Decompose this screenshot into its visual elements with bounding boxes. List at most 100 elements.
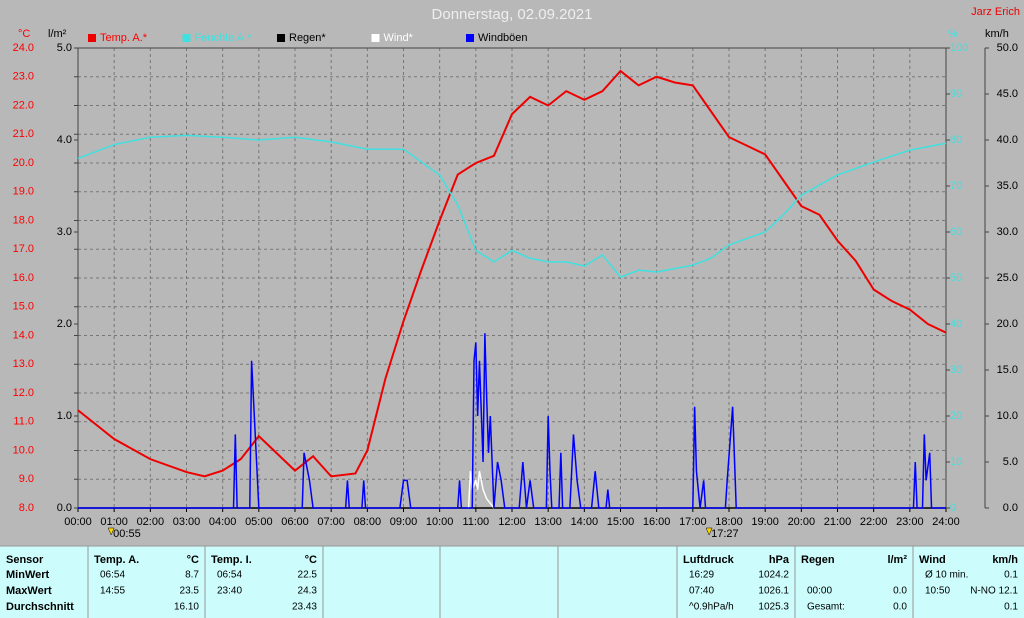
series-line [78,333,946,509]
stats-cell: 1025.3 [758,602,789,613]
y-tick-label: 13.0 [13,358,34,370]
y-tick-label: 17.0 [13,243,34,255]
x-tick-label: 23:00 [896,516,924,528]
stats-title: Temp. A. [94,554,139,566]
annotation-label: 00:55 [113,528,141,540]
author: Jarz Erich [971,6,1020,18]
stats-separators [0,545,1024,618]
y-tick-label: 50.0 [997,42,1018,54]
x-tick-label: 19:00 [751,516,779,528]
y-tick-label: 24.0 [13,42,34,54]
y-tick-label: 15.0 [997,364,1018,376]
series-line [77,134,947,278]
x-tick-label: 16:00 [643,516,671,528]
y-tick-label: 14.0 [13,329,34,341]
x-tick-label: 05:00 [245,516,273,528]
x-tick-label: 08:00 [354,516,382,528]
stats-cell: 23.43 [292,602,317,613]
stats-cell: Ø 10 min. [925,570,968,581]
x-tick-label: 13:00 [534,516,562,528]
y-tick-label: 100 [950,42,968,54]
legend-label: Temp. A.* [100,32,148,44]
y-tick-label: 40.0 [997,134,1018,146]
x-tick-label: 00:00 [64,516,92,528]
x-tick-label: 24:00 [932,516,960,528]
y-tick-label: 2.0 [57,318,72,330]
stats-cell: 06:54 [100,570,125,581]
y-tick-label: 20 [950,410,962,422]
stats-cell: 16.10 [174,602,199,613]
y-tick-label: 0 [950,502,956,514]
axis-label: °C [18,28,30,40]
y-tick-label: 35.0 [997,180,1018,192]
stats-cell: 22.5 [298,570,318,581]
y-tick-label: 9.0 [19,473,34,485]
stats-title: Temp. I. [211,554,252,566]
stats-cell: 1026.1 [758,586,789,597]
legend-swatch [371,34,380,42]
stats-cell: 0.1 [1004,602,1018,613]
legend-swatch [466,34,474,42]
stats-cell: Durchschnitt [6,601,74,613]
y-tick-label: 45.0 [997,88,1018,100]
stats-cell: 0.0 [893,586,907,597]
stats-cell: 06:54 [217,570,242,581]
x-tick-label: 01:00 [100,516,128,528]
stats-unit: km/h [992,554,1018,566]
axis-label: km/h [985,28,1009,40]
stats-unit: °C [305,554,317,566]
y-tick-label: 5.0 [1003,456,1018,468]
x-tick-label: 12:00 [498,516,526,528]
stats-title: Luftdruck [683,554,735,566]
series-line [467,471,495,509]
legend-swatch [277,34,285,42]
y-tick-label: 8.0 [19,502,34,514]
y-tick-label: 30.0 [997,226,1018,238]
y-tick-label: 90 [950,88,962,100]
stats-cell: ^0.9hPa/h [689,602,734,613]
marker-icon [107,527,115,536]
stats-cell: MinWert [6,569,50,581]
stats-unit: l/m² [887,554,907,566]
y-tick-label: 1.0 [57,410,72,422]
x-tick-label: 02:00 [137,516,165,528]
x-tick-label: 07:00 [317,516,345,528]
y-tick-label: 30 [950,364,962,376]
x-tick-label: 18:00 [715,516,743,528]
stats-cell: 24.3 [298,586,318,597]
stats-cell: 00:00 [807,586,832,597]
x-tick-label: 20:00 [788,516,816,528]
y-tick-label: 12.0 [13,387,34,399]
stats-title: Wind [919,554,946,566]
axis-label: l/m² [48,28,67,40]
y-tick-label: 10.0 [997,410,1018,422]
y-tick-label: 10 [950,456,962,468]
y-tick-label: 70 [950,180,962,192]
x-tick-label: 17:00 [679,516,707,528]
y-tick-label: 11.0 [13,416,34,428]
stats-title: Sensor [6,554,44,566]
x-tick-label: 21:00 [824,516,852,528]
y-tick-label: 50 [950,272,962,284]
legend-label: Wind* [384,32,414,44]
y-tick-label: 60 [950,226,962,238]
y-tick-label: 40 [950,318,962,330]
x-tick-label: 10:00 [426,516,454,528]
y-tick-label: 0.0 [1003,502,1018,514]
y-tick-label: 4.0 [57,134,72,146]
stats-cell: 0.1 [1004,570,1018,581]
y-tick-label: 18.0 [13,214,34,226]
stats-cell: 10:50 [925,586,950,597]
stats-panel [0,546,1024,618]
x-tick-label: 22:00 [860,516,888,528]
y-tick-label: 22.0 [13,99,34,111]
chart-title: Donnerstag, 02.09.2021 [432,6,593,23]
stats-cell: 23.5 [180,586,200,597]
legend-swatch [182,34,191,42]
stats-cell: Gesamt: [807,602,845,613]
y-tick-label: 3.0 [57,226,72,238]
y-tick-label: 80 [950,134,962,146]
x-tick-label: 04:00 [209,516,237,528]
y-tick-label: 21.0 [13,128,34,140]
